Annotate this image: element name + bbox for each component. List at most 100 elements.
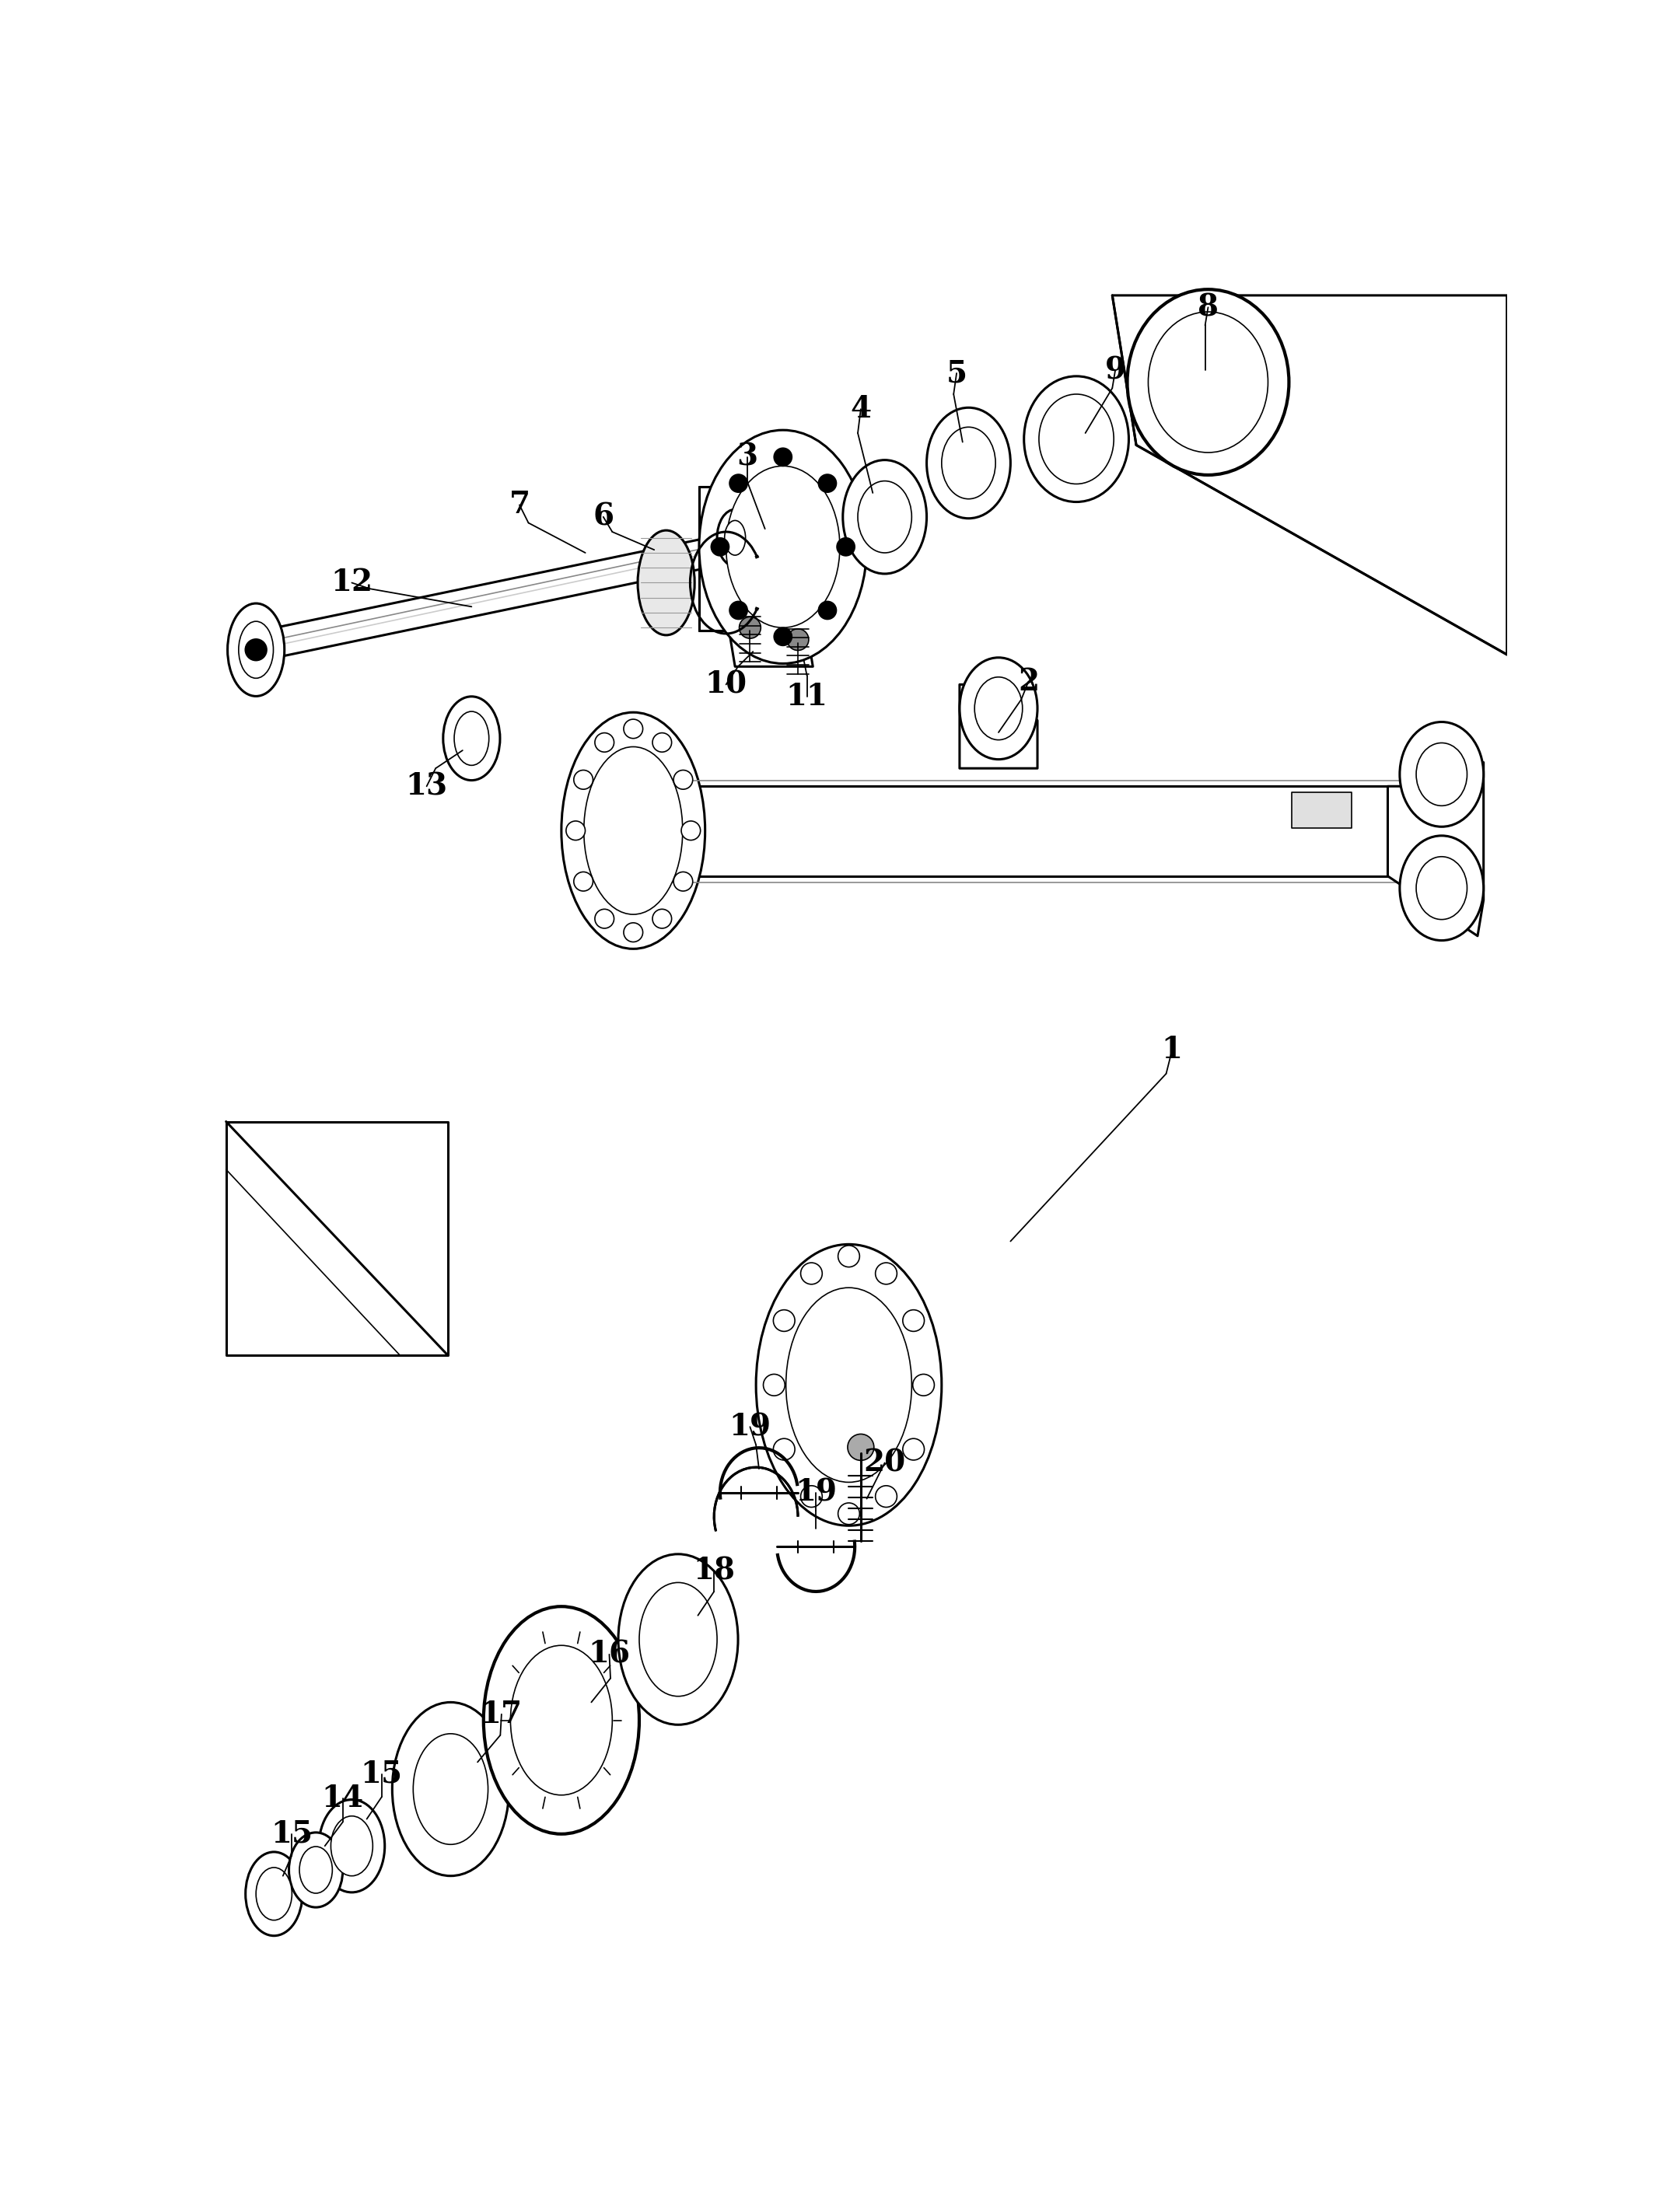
Ellipse shape <box>618 1555 739 1725</box>
Text: 18: 18 <box>693 1555 735 1586</box>
Polygon shape <box>698 487 782 630</box>
Text: 8: 8 <box>1197 292 1219 323</box>
Text: 7: 7 <box>509 491 531 520</box>
Text: 16: 16 <box>588 1639 630 1670</box>
Circle shape <box>729 473 747 493</box>
Circle shape <box>838 1502 860 1524</box>
Ellipse shape <box>1400 836 1484 940</box>
Circle shape <box>836 538 855 555</box>
Ellipse shape <box>698 429 866 664</box>
Circle shape <box>848 1433 875 1460</box>
Ellipse shape <box>725 520 745 555</box>
Ellipse shape <box>319 1801 384 1891</box>
Text: 15: 15 <box>270 1818 312 1849</box>
Ellipse shape <box>245 1851 302 1936</box>
Ellipse shape <box>228 604 284 697</box>
Circle shape <box>801 1486 823 1506</box>
Circle shape <box>787 628 809 650</box>
Polygon shape <box>227 1121 448 1356</box>
Ellipse shape <box>1415 743 1467 805</box>
Circle shape <box>875 1263 897 1285</box>
Polygon shape <box>247 526 766 664</box>
Ellipse shape <box>331 1816 373 1876</box>
Text: 6: 6 <box>593 502 615 531</box>
Ellipse shape <box>393 1703 509 1876</box>
Text: 19: 19 <box>794 1478 836 1509</box>
Circle shape <box>712 538 729 555</box>
Polygon shape <box>729 630 813 666</box>
Ellipse shape <box>561 712 705 949</box>
Circle shape <box>764 1374 784 1396</box>
Circle shape <box>838 1245 860 1267</box>
Ellipse shape <box>443 697 500 781</box>
Circle shape <box>774 1310 794 1332</box>
Text: 10: 10 <box>705 670 747 699</box>
Circle shape <box>903 1438 925 1460</box>
Ellipse shape <box>1039 394 1113 484</box>
Ellipse shape <box>238 622 274 679</box>
Ellipse shape <box>927 407 1011 518</box>
Text: 1: 1 <box>1162 1035 1182 1064</box>
Circle shape <box>875 1486 897 1506</box>
Circle shape <box>774 1438 794 1460</box>
Circle shape <box>673 872 693 891</box>
Circle shape <box>801 1263 823 1285</box>
Circle shape <box>818 473 836 493</box>
Ellipse shape <box>413 1734 489 1845</box>
Ellipse shape <box>960 657 1038 759</box>
Ellipse shape <box>1400 721 1484 827</box>
Circle shape <box>739 617 761 639</box>
Circle shape <box>566 821 586 841</box>
Ellipse shape <box>1148 312 1268 453</box>
Polygon shape <box>1111 296 1508 655</box>
Circle shape <box>653 732 672 752</box>
Ellipse shape <box>858 480 912 553</box>
Ellipse shape <box>638 531 695 635</box>
Ellipse shape <box>1415 856 1467 920</box>
Ellipse shape <box>564 785 618 878</box>
Ellipse shape <box>484 1606 640 1834</box>
Ellipse shape <box>455 712 489 765</box>
Text: 11: 11 <box>786 681 828 712</box>
Text: 15: 15 <box>361 1759 403 1790</box>
Circle shape <box>245 639 267 661</box>
Ellipse shape <box>640 1582 717 1697</box>
Text: 12: 12 <box>331 568 373 597</box>
Circle shape <box>673 770 693 790</box>
Circle shape <box>682 821 700 841</box>
Circle shape <box>913 1374 934 1396</box>
Text: 9: 9 <box>1105 356 1127 385</box>
Circle shape <box>594 909 615 929</box>
Polygon shape <box>591 785 1424 876</box>
Ellipse shape <box>974 677 1023 739</box>
Circle shape <box>774 628 792 646</box>
Ellipse shape <box>584 748 683 914</box>
Ellipse shape <box>786 1287 912 1482</box>
Ellipse shape <box>1024 376 1128 502</box>
Text: 4: 4 <box>850 394 871 425</box>
Text: 2: 2 <box>1017 666 1039 697</box>
Ellipse shape <box>843 460 927 573</box>
Circle shape <box>623 922 643 942</box>
Circle shape <box>594 732 615 752</box>
Ellipse shape <box>756 1245 942 1526</box>
Text: 17: 17 <box>480 1699 522 1730</box>
Ellipse shape <box>1127 290 1289 476</box>
Text: 19: 19 <box>729 1411 771 1442</box>
Text: 14: 14 <box>322 1783 364 1814</box>
Text: 3: 3 <box>737 442 757 471</box>
Polygon shape <box>1291 792 1352 827</box>
Ellipse shape <box>289 1832 343 1907</box>
Ellipse shape <box>299 1847 332 1893</box>
Circle shape <box>623 719 643 739</box>
Circle shape <box>729 602 747 619</box>
Ellipse shape <box>717 509 752 566</box>
Polygon shape <box>1389 763 1484 936</box>
Ellipse shape <box>942 427 996 500</box>
Text: 13: 13 <box>406 772 448 801</box>
Circle shape <box>653 909 672 929</box>
Ellipse shape <box>510 1646 613 1796</box>
Circle shape <box>574 770 593 790</box>
Circle shape <box>818 602 836 619</box>
Circle shape <box>574 872 593 891</box>
